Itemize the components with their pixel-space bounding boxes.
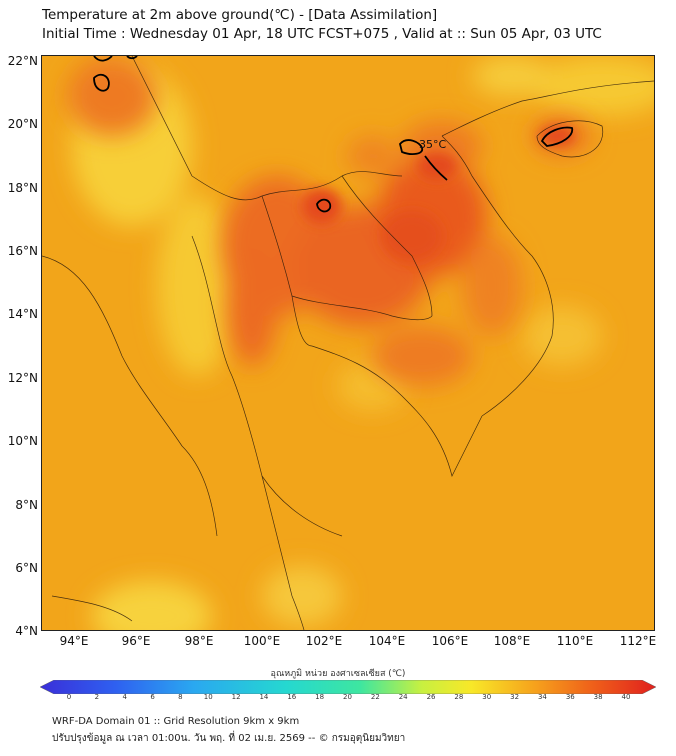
lon-label-106e: 106°E [431,634,469,648]
colorbar-tick-label: 16 [287,693,297,701]
colorbar-tick-label: 26 [426,693,436,701]
lon-label-112e: 112°E [619,634,657,648]
lat-label-4n: 4°N [15,624,38,638]
colorbar-tick-label: 18 [315,693,325,701]
colorbar-tick-label: 14 [259,693,269,701]
colorbar-tick-label: 22 [370,693,380,701]
colorbar-tick-label: 2 [94,693,100,701]
lon-label-110e: 110°E [556,634,594,648]
chart-title: Temperature at 2m above ground(℃) - [Dat… [42,6,602,44]
temperature-map: 35°C [41,55,655,631]
hot-regions [67,56,592,386]
colorbar-tick-label: 8 [178,693,183,701]
lon-label-98e: 98°E [184,634,214,648]
lat-label-22n: 22°N [7,54,38,68]
cool-regions [72,56,654,630]
lon-label-94e: 94°E [59,634,89,648]
title-line-2: Initial Time : Wednesday 01 Apr, 18 UTC … [42,26,602,42]
colorbar-tick-label: 30 [482,693,492,701]
lon-label-108e: 108°E [493,634,531,648]
map-canvas: 35°C [42,56,654,630]
colorbar-tick-label: 32 [510,693,520,701]
lat-label-20n: 20°N [7,117,38,131]
hottest-cores [302,126,575,261]
colorbar-tick-label: 28 [454,693,464,701]
colorbar-tick-label: 36 [565,693,575,701]
lon-label-102e: 102°E [305,634,343,648]
lat-label-16n: 16°N [7,244,38,258]
footer-line-1: WRF-DA Domain 01 :: Grid Resolution 9km … [52,716,300,727]
lon-label-104e: 104°E [368,634,406,648]
title-line-1: Temperature at 2m above ground(℃) - [Dat… [42,7,438,23]
lat-label-14n: 14°N [7,307,38,321]
colorbar-tick-label: 40 [621,693,631,701]
colorbar-tick-label: 4 [122,693,127,701]
coastlines-and-borders [42,56,654,630]
lon-label-100e: 100°E [243,634,281,648]
colorbar-tick-label: 38 [593,693,603,701]
colorbar-tick-label: 20 [343,693,352,701]
lat-label-8n: 8°N [15,498,38,512]
colorbar-tick-label: 12 [231,693,241,701]
colorbar-tick-label: 6 [150,693,155,701]
colorbar-tick-label: 34 [537,693,547,701]
colorbar-tick-label: 24 [398,693,408,701]
lat-label-10n: 10°N [7,434,38,448]
footer-line-2: ปรับปรุงข้อมูล ณ เวลา 01:00น. วัน พฤ. ที… [52,733,406,744]
colorbar-title: อุณหภูมิ หน่วย องศาเซลเซียส (℃) [270,669,406,679]
colorbar-tick-label: 0 [66,693,72,701]
lat-label-6n: 6°N [15,561,38,575]
contour-label: 35°C [419,138,446,151]
isotherm-contours [93,56,574,213]
colorbar-tick-label: 10 [203,693,213,701]
lat-label-18n: 18°N [7,181,38,195]
lat-label-12n: 12°N [7,371,38,385]
lon-label-96e: 96°E [121,634,151,648]
